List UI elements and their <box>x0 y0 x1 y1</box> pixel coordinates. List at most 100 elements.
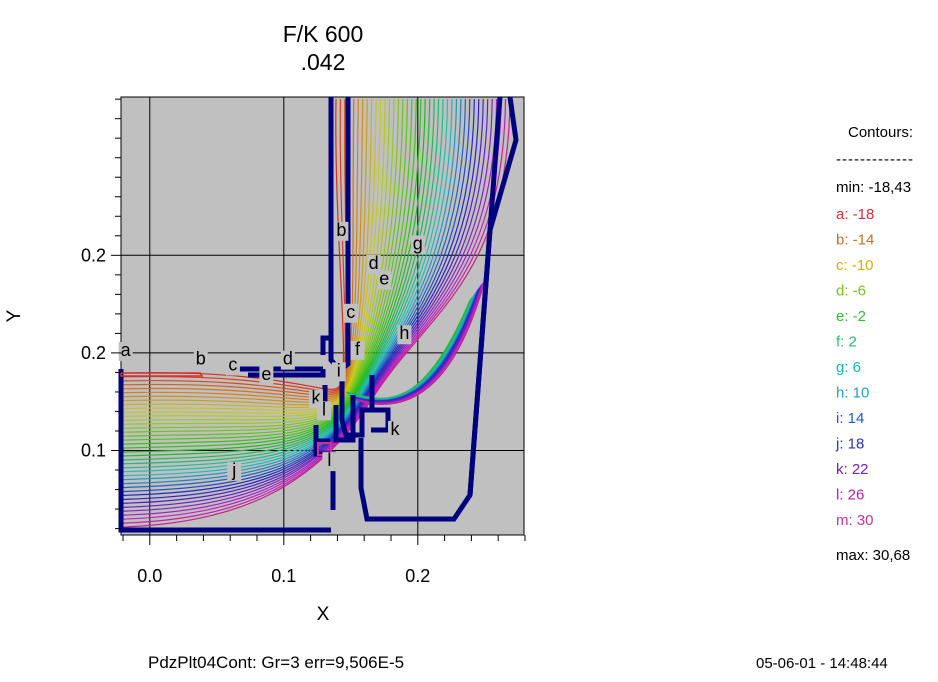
contour-line-label: c <box>228 354 237 374</box>
contour-line-label: d <box>283 349 293 369</box>
legend-max: max: 30,68 <box>836 547 910 564</box>
structure-segment <box>118 369 331 533</box>
line-label-background <box>280 350 295 370</box>
geometry-outline <box>118 96 519 533</box>
legend-min: min: -18,43 <box>836 179 911 196</box>
contour-line <box>122 98 359 401</box>
contour-line <box>122 98 400 429</box>
structure-segment <box>120 372 204 377</box>
x-axis-label: X <box>317 604 330 625</box>
structure-segment <box>333 395 356 443</box>
contour-line-label: b <box>196 349 206 369</box>
contour-line <box>122 98 386 417</box>
axis-ticks: 0.0 0.1 0.2 0.1 0.2 0.2 <box>81 98 526 586</box>
chart-title-line2: .042 <box>301 49 346 75</box>
contour-line-label: b <box>336 220 346 240</box>
y-axis-label: Y <box>4 309 25 322</box>
legend-entry: e: -2 <box>836 308 866 325</box>
legend-entry: h: 10 <box>836 385 869 402</box>
footer-timestamp: 05-06-01 - 14:48:44 <box>756 655 888 672</box>
legend-heading: Contours: <box>848 124 913 141</box>
structure-segment <box>320 97 334 355</box>
line-label-background <box>350 340 365 360</box>
legend-entry: i: 14 <box>836 410 864 427</box>
contour-line-label: l <box>322 399 326 419</box>
legend-entry: j: 18 <box>835 436 864 453</box>
contour-line-label: k <box>311 388 321 408</box>
contour-line <box>122 98 391 421</box>
line-label-background <box>118 342 133 362</box>
contour-line <box>122 98 413 441</box>
y-tick-label: 0.1 <box>81 441 106 461</box>
x-tick-label: 0.0 <box>137 566 162 586</box>
contour-line-label: l <box>327 450 331 470</box>
contour-line <box>122 98 395 425</box>
legend-entry: g: 6 <box>836 359 861 376</box>
legend-entry: f: 2 <box>836 334 857 351</box>
legend: Contours: ------------- min: -18,43 a: -… <box>835 124 914 564</box>
legend-entry: c: -10 <box>836 257 874 274</box>
line-label-background <box>225 356 240 376</box>
contour-line <box>122 98 422 449</box>
x-tick-label: 0.1 <box>271 566 296 586</box>
line-label-background <box>317 401 332 421</box>
legend-entry: l: 26 <box>836 487 864 504</box>
legend-entry: m: 30 <box>836 512 874 529</box>
line-label-background <box>322 452 337 472</box>
y-tick-label: 0.2 <box>81 245 106 265</box>
line-label-background <box>193 350 208 370</box>
contour-line <box>122 98 373 409</box>
chart-title-line1: F/K 600 <box>283 21 364 47</box>
contour-line <box>355 279 486 405</box>
contour-line-label: k <box>391 419 401 439</box>
contour-line-label: d <box>369 253 379 273</box>
contour-line-label: f <box>355 339 361 359</box>
contour-line <box>122 98 408 437</box>
contour-line <box>122 98 417 445</box>
contour-line-label: a <box>121 340 132 360</box>
structure-segment <box>339 370 391 438</box>
contour-line <box>122 98 475 496</box>
line-label-background <box>377 270 392 290</box>
x-tick-label: 0.2 <box>405 566 430 586</box>
legend-entry: a: -18 <box>836 206 874 223</box>
line-label-background <box>331 362 346 382</box>
contour-line <box>122 98 435 461</box>
contour-line <box>122 98 489 508</box>
line-label-background <box>343 303 358 323</box>
legend-separator: ------------- <box>836 151 914 168</box>
contour-line-label: e <box>261 364 271 384</box>
legend-entry: k: 22 <box>836 461 869 478</box>
contour-line-label: i <box>337 360 341 380</box>
contour-line-label: e <box>379 269 389 289</box>
contour-line <box>122 98 426 453</box>
structure-segment <box>467 96 519 496</box>
contour-line <box>122 98 382 414</box>
line-label-background <box>227 461 242 481</box>
legend-entries: a: -18 b: -14 c: -10 d: -6 e: -2 f: 2 g: 6 h: 1… <box>835 206 874 529</box>
line-label-background <box>388 420 403 440</box>
contour-line <box>122 98 444 469</box>
line-label-background <box>366 254 381 274</box>
line-label-background <box>334 221 349 241</box>
line-label-background <box>410 235 425 255</box>
contour-line-label: j <box>231 460 236 480</box>
contour-line <box>122 98 404 433</box>
contour-line-label: g <box>413 233 423 253</box>
line-label-background <box>259 366 274 386</box>
contour-line <box>122 98 368 406</box>
contour-line <box>122 98 480 500</box>
line-label-background <box>397 325 412 345</box>
footer-status: PdzPlt04Cont: Gr=3 err=9,506E-5 <box>148 653 404 672</box>
contour-line <box>122 98 364 403</box>
contour-line <box>122 98 431 457</box>
contour-line <box>122 98 484 504</box>
contour-line <box>354 282 484 404</box>
contour-line-label: c <box>346 302 355 322</box>
contour-line <box>355 281 485 405</box>
contour-line <box>122 98 440 465</box>
contour-line-label: h <box>399 323 409 343</box>
